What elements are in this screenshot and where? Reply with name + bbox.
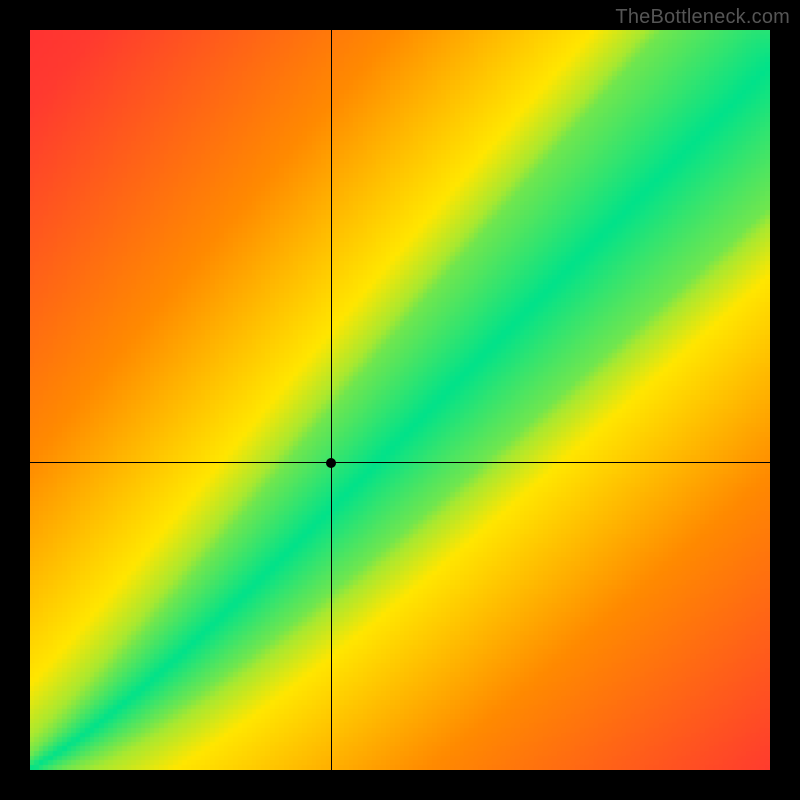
crosshair-horizontal <box>30 462 770 463</box>
crosshair-marker <box>326 458 336 468</box>
bottleneck-heatmap <box>30 30 770 770</box>
watermark-text: TheBottleneck.com <box>615 6 790 29</box>
chart-container: TheBottleneck.com <box>0 0 800 800</box>
crosshair-vertical <box>331 30 332 770</box>
